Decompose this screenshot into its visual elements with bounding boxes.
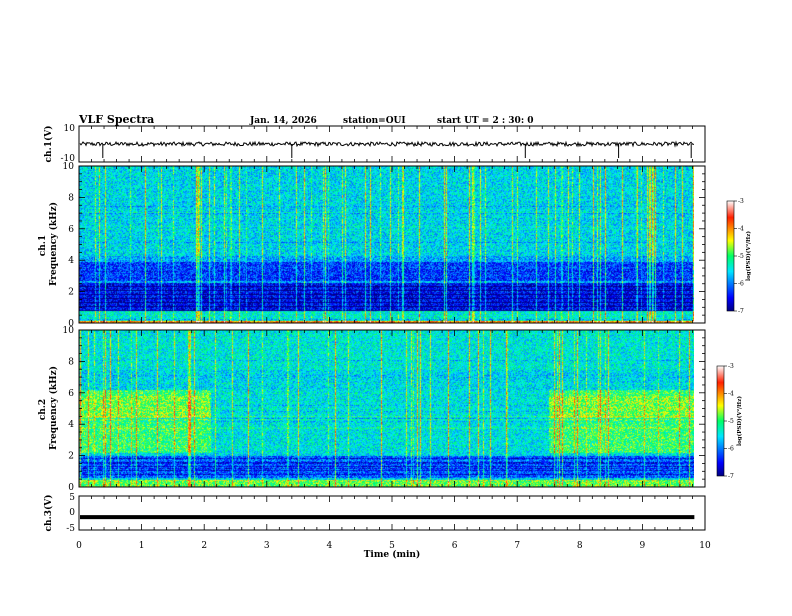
figure-title: VLF Spectra (78, 113, 154, 126)
header-start-ut: start UT = 2 : 30: 0 (437, 116, 534, 126)
time-tick-label: 7 (514, 541, 520, 551)
ch1-waveform-ylabel: ch.1(V) (43, 126, 54, 163)
colorbar-tick-label: -3 (738, 198, 744, 205)
freq-tick-label: 6 (68, 225, 74, 235)
colorbar-tick-label: -7 (738, 308, 744, 315)
freq-tick-label: 10 (63, 326, 75, 336)
header-station: station=OUI (343, 116, 406, 126)
ch2-spectrogram-channel-label: ch.2 Frequency (kHz) (38, 366, 59, 450)
ch1-spectrogram-ticks (78, 165, 706, 324)
ch3-waveform-ticks (78, 496, 706, 530)
colorbar-tick-label: -6 (728, 446, 734, 453)
ch3-ytick-top: 5 (69, 493, 75, 503)
time-tick-label: 6 (452, 541, 458, 551)
time-tick-label: 3 (264, 541, 270, 551)
colorbar-tick-label: -4 (728, 391, 734, 398)
time-tick-label: 0 (76, 541, 82, 551)
colorbar-tick-label: -3 (728, 363, 734, 370)
ch2-spectrogram-ticks (78, 329, 706, 488)
ch3-waveform-ylabel: ch.3(V) (43, 495, 54, 532)
time-axis-label: Time (min) (364, 549, 421, 560)
colorbar-tick-label: -4 (738, 226, 744, 233)
ch3-ytick-middle: 0 (69, 508, 75, 518)
freq-tick-label: 6 (68, 389, 74, 399)
ch1-label-line2: Frequency (kHz) (48, 202, 59, 286)
ch1-waveform-ticks (78, 126, 706, 162)
freq-tick-label: 10 (63, 162, 75, 172)
ch1-spectrogram-panel: 0 2 4 6 8 10 ch.1 Frequency (kHz) (38, 162, 706, 329)
ch2-spectrogram-yticks: 0 2 4 6 8 10 (63, 326, 75, 493)
time-axis-tick-labels: 0 1 2 3 4 5 6 7 8 9 10 (76, 541, 711, 551)
freq-tick-label: 0 (68, 483, 74, 493)
ch1-ytick-top: 10 (64, 124, 76, 134)
colorbar-tick-label: -5 (738, 253, 744, 260)
ch1-spectrogram-channel-label: ch.1 Frequency (kHz) (38, 202, 59, 286)
freq-tick-label: 8 (68, 193, 74, 203)
ch1-spectrogram-image (79, 166, 694, 323)
time-tick-label: 9 (640, 541, 646, 551)
freq-tick-label: 4 (68, 256, 74, 266)
time-tick-label: 4 (327, 541, 333, 551)
ch2-spectrogram-panel: 0 2 4 6 8 10 ch.2 Frequency (kHz) (38, 326, 706, 493)
ch2-label-line2: Frequency (kHz) (48, 366, 59, 450)
ch1-label-line1: ch.1 (38, 235, 48, 256)
ch1-waveform-trace (79, 140, 695, 158)
ch3-waveform-panel: 5 0 -5 ch.3(V) 0 1 2 3 4 5 6 7 8 9 10 Time (min) (43, 493, 711, 560)
ch2-colorbar-label: log(PSD)(V²/Hz) (736, 396, 743, 446)
colorbar-tick-label: -6 (738, 281, 744, 288)
ch1-waveform-panel: 10 -10 ch.1(V) (43, 124, 706, 164)
colorbar-tick-label: -5 (728, 418, 734, 425)
ch3-ytick-bottom: -5 (66, 524, 75, 534)
ch2-label-line1: ch.2 (38, 399, 48, 420)
ch2-colorbar-gradient (716, 365, 725, 477)
freq-tick-label: 0 (68, 319, 74, 329)
colorbar-tick-label: -7 (728, 473, 734, 480)
ch1-spectrogram-yticks: 0 2 4 6 8 10 (63, 162, 75, 329)
time-tick-label: 2 (201, 541, 207, 551)
time-tick-label: 8 (577, 541, 583, 551)
ch1-colorbar-ticks: -3 -4 -5 -6 -7 (734, 198, 744, 315)
time-tick-label: 5 (389, 541, 395, 551)
ch2-colorbar: -3 -4 -5 -6 -7 log(PSD)(V²/Hz) (716, 363, 743, 480)
ch1-ytick-bottom: -10 (61, 154, 76, 164)
freq-tick-label: 8 (68, 357, 74, 367)
ch1-colorbar-label: log(PSD)(V²/Hz) (745, 231, 752, 281)
freq-tick-label: 2 (68, 288, 74, 298)
ch2-colorbar-ticks: -3 -4 -5 -6 -7 (724, 363, 734, 480)
freq-tick-label: 4 (68, 420, 74, 430)
ch1-colorbar: -3 -4 -5 -6 -7 log(PSD)(V²/Hz) (726, 198, 752, 315)
header-date: Jan. 14, 2026 (249, 116, 317, 126)
time-tick-label: 10 (699, 541, 711, 551)
ch2-spectrogram-image (79, 330, 694, 487)
time-tick-label: 1 (139, 541, 145, 551)
freq-tick-label: 2 (68, 452, 74, 462)
ch1-colorbar-gradient (726, 200, 735, 312)
